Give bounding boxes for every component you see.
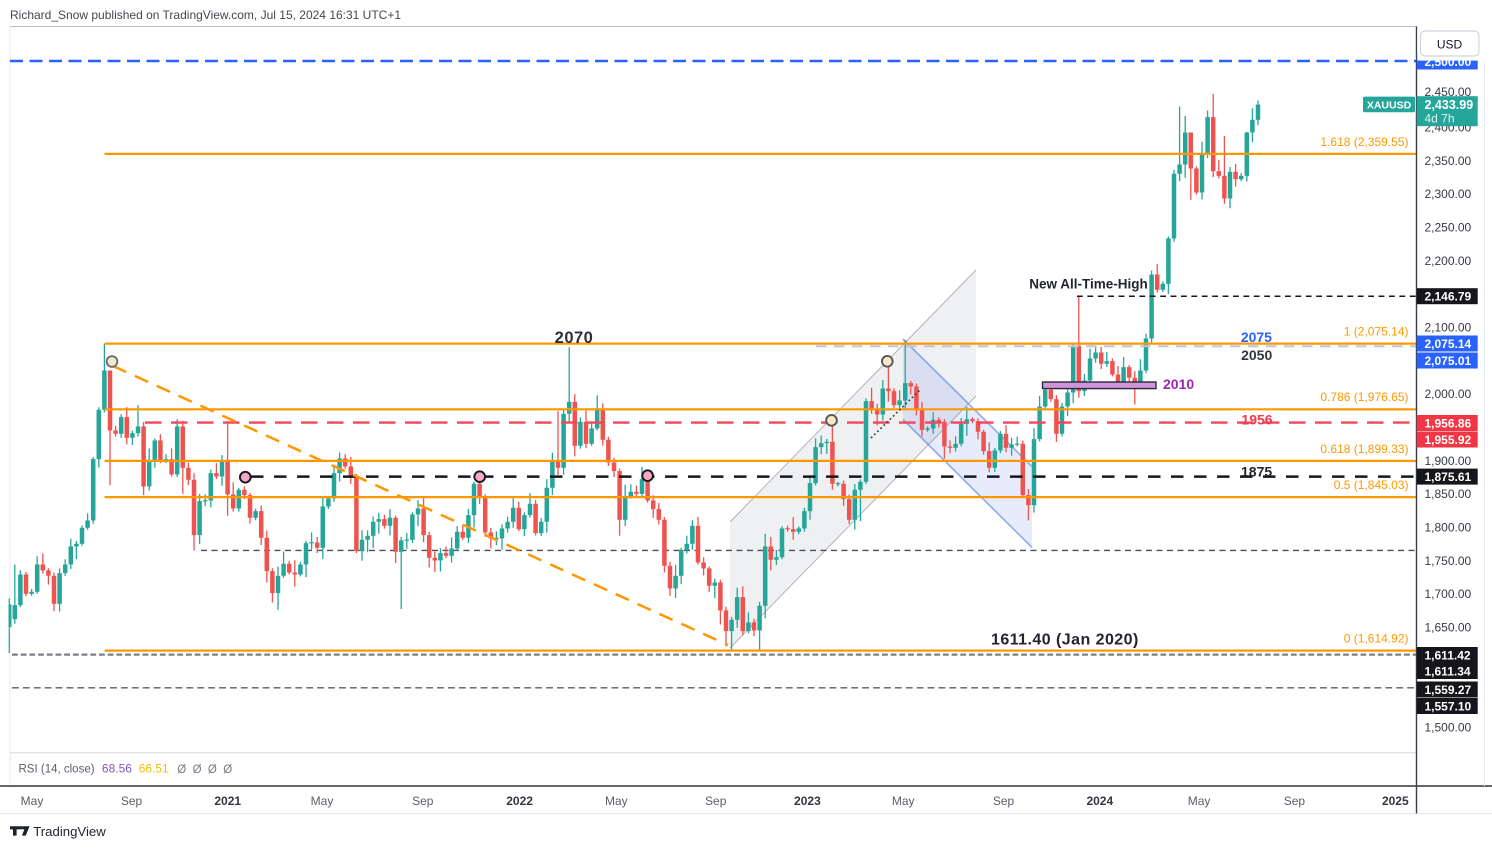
svg-text:Ø: Ø	[208, 764, 217, 776]
svg-text:Sep: Sep	[412, 794, 434, 808]
svg-text:2023: 2023	[794, 794, 821, 808]
svg-text:2024: 2024	[1086, 794, 1113, 808]
svg-text:1,750.00: 1,750.00	[1425, 554, 1472, 568]
svg-text:2,450.00: 2,450.00	[1425, 85, 1472, 99]
svg-text:66.51: 66.51	[139, 762, 169, 776]
svg-text:4d 7h: 4d 7h	[1425, 112, 1455, 126]
svg-text:1 (2,075.14): 1 (2,075.14)	[1344, 325, 1409, 339]
svg-text:2021: 2021	[214, 794, 241, 808]
svg-text:1,875.61: 1,875.61	[1425, 470, 1472, 484]
svg-text:2022: 2022	[506, 794, 533, 808]
svg-text:1,611.42: 1,611.42	[1425, 648, 1471, 662]
svg-text:May: May	[892, 794, 915, 808]
svg-text:1,500.00: 1,500.00	[1425, 720, 1472, 734]
svg-text:1,611.34: 1,611.34	[1425, 664, 1471, 678]
svg-text:May: May	[311, 794, 334, 808]
svg-text:2,146.79: 2,146.79	[1425, 290, 1472, 304]
svg-text:1,650.00: 1,650.00	[1425, 620, 1472, 634]
svg-text:1611.40 (Jan 2020): 1611.40 (Jan 2020)	[991, 632, 1139, 649]
svg-text:0 (1,614.92): 0 (1,614.92)	[1344, 632, 1409, 646]
svg-text:1,955.92: 1,955.92	[1425, 433, 1472, 447]
svg-text:May: May	[21, 794, 44, 808]
svg-text:2,100.00: 2,100.00	[1425, 320, 1472, 334]
svg-text:Sep: Sep	[121, 794, 143, 808]
svg-text:Sep: Sep	[705, 794, 727, 808]
svg-text:May: May	[605, 794, 628, 808]
svg-text:Ø: Ø	[193, 764, 202, 776]
svg-text:2,075.01: 2,075.01	[1425, 354, 1472, 368]
svg-text:1,800.00: 1,800.00	[1425, 520, 1472, 534]
svg-text:Ø: Ø	[177, 764, 186, 776]
svg-text:68.56: 68.56	[102, 762, 132, 776]
svg-text:2025: 2025	[1382, 794, 1409, 808]
svg-text:1,956.86: 1,956.86	[1425, 416, 1472, 430]
svg-text:1,557.10: 1,557.10	[1425, 699, 1472, 713]
svg-text:XAUUSD: XAUUSD	[1367, 99, 1412, 111]
svg-text:2075: 2075	[1241, 329, 1272, 345]
svg-text:1,559.27: 1,559.27	[1425, 683, 1472, 697]
svg-text:0.786 (1,976.65): 0.786 (1,976.65)	[1320, 390, 1408, 404]
svg-text:USD: USD	[1437, 37, 1463, 51]
svg-text:1,850.00: 1,850.00	[1425, 487, 1472, 501]
svg-text:1,700.00: 1,700.00	[1425, 587, 1472, 601]
svg-text:2,350.00: 2,350.00	[1425, 154, 1472, 168]
svg-text:Ø: Ø	[223, 764, 232, 776]
svg-text:2,200.00: 2,200.00	[1425, 254, 1472, 268]
svg-text:2050: 2050	[1241, 347, 1272, 363]
svg-text:1.618 (2,359.55): 1.618 (2,359.55)	[1320, 135, 1408, 149]
svg-text:0.5 (1,845.03): 0.5 (1,845.03)	[1334, 478, 1409, 492]
svg-text:0.618 (1,899.33): 0.618 (1,899.33)	[1320, 442, 1408, 456]
svg-text:May: May	[1188, 794, 1211, 808]
svg-text:2,250.00: 2,250.00	[1425, 220, 1472, 234]
svg-text:1956: 1956	[1241, 412, 1272, 428]
svg-text:Sep: Sep	[1284, 794, 1306, 808]
svg-text:2,000.00: 2,000.00	[1425, 387, 1472, 401]
svg-text:RSI (14, close): RSI (14, close)	[19, 764, 95, 776]
svg-text:2,075.14: 2,075.14	[1425, 337, 1472, 351]
svg-text:New All-Time-High: New All-Time-High	[1029, 277, 1148, 292]
svg-text:2010: 2010	[1163, 376, 1194, 392]
svg-text:1,900.00: 1,900.00	[1425, 454, 1472, 468]
svg-text:2070: 2070	[555, 329, 594, 347]
svg-text:1875: 1875	[1241, 464, 1272, 480]
svg-text:2,433.99: 2,433.99	[1425, 98, 1474, 112]
svg-text:Richard_Snow published on Trad: Richard_Snow published on TradingView.co…	[10, 8, 401, 22]
svg-text:2,300.00: 2,300.00	[1425, 187, 1472, 201]
svg-text:Sep: Sep	[993, 794, 1015, 808]
svg-text:TradingView: TradingView	[33, 824, 106, 839]
